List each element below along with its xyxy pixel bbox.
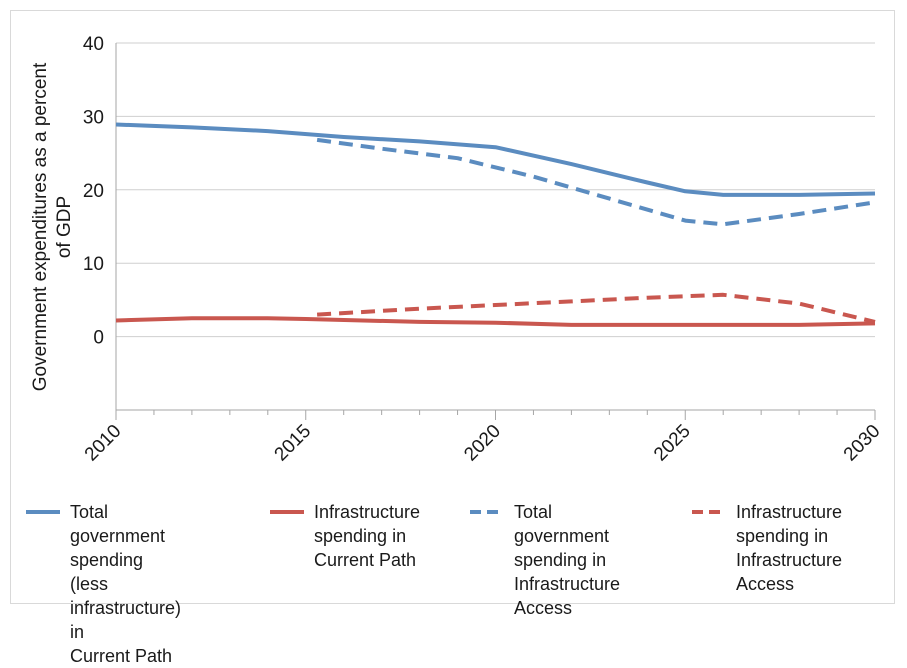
legend-label: Total government spending (less infrastr… [70,502,182,666]
legend-swatch [470,510,504,514]
legend: Total government spending (less infrastr… [26,500,896,666]
y-axis-label-line-1: Government expenditures as a percent [30,62,51,391]
series-line-2 [115,316,876,327]
legend-swatch [270,510,304,514]
y-axis-label-line-2: of GDP [54,196,75,258]
x-tick-label: 2030 [840,421,885,466]
series-lines [115,122,876,327]
y-tick-label: 20 [83,181,104,202]
x-tick-label: 2020 [460,421,505,466]
x-tick-label: 2015 [271,421,316,466]
y-tick-label: 30 [83,107,104,128]
x-tick-label: 2010 [81,421,126,466]
legend-swatch [692,510,726,514]
y-tick-label: 0 [93,328,104,349]
gridlines [116,42,875,338]
x-tick-label: 2025 [650,421,695,466]
y-tick-label: 40 [83,34,104,55]
series-line-1 [115,122,876,197]
legend-label: Total government spending in Infrastruct… [514,502,621,618]
y-tick-label: 10 [83,254,104,275]
legend-label: Infrastructure spending in Current Path [314,502,421,570]
legend-label: Infrastructure spending in Infrastructur… [736,502,843,594]
series-line-4 [316,292,876,324]
legend-swatch [26,510,60,514]
series-line-3 [316,137,876,227]
axes [115,43,876,420]
